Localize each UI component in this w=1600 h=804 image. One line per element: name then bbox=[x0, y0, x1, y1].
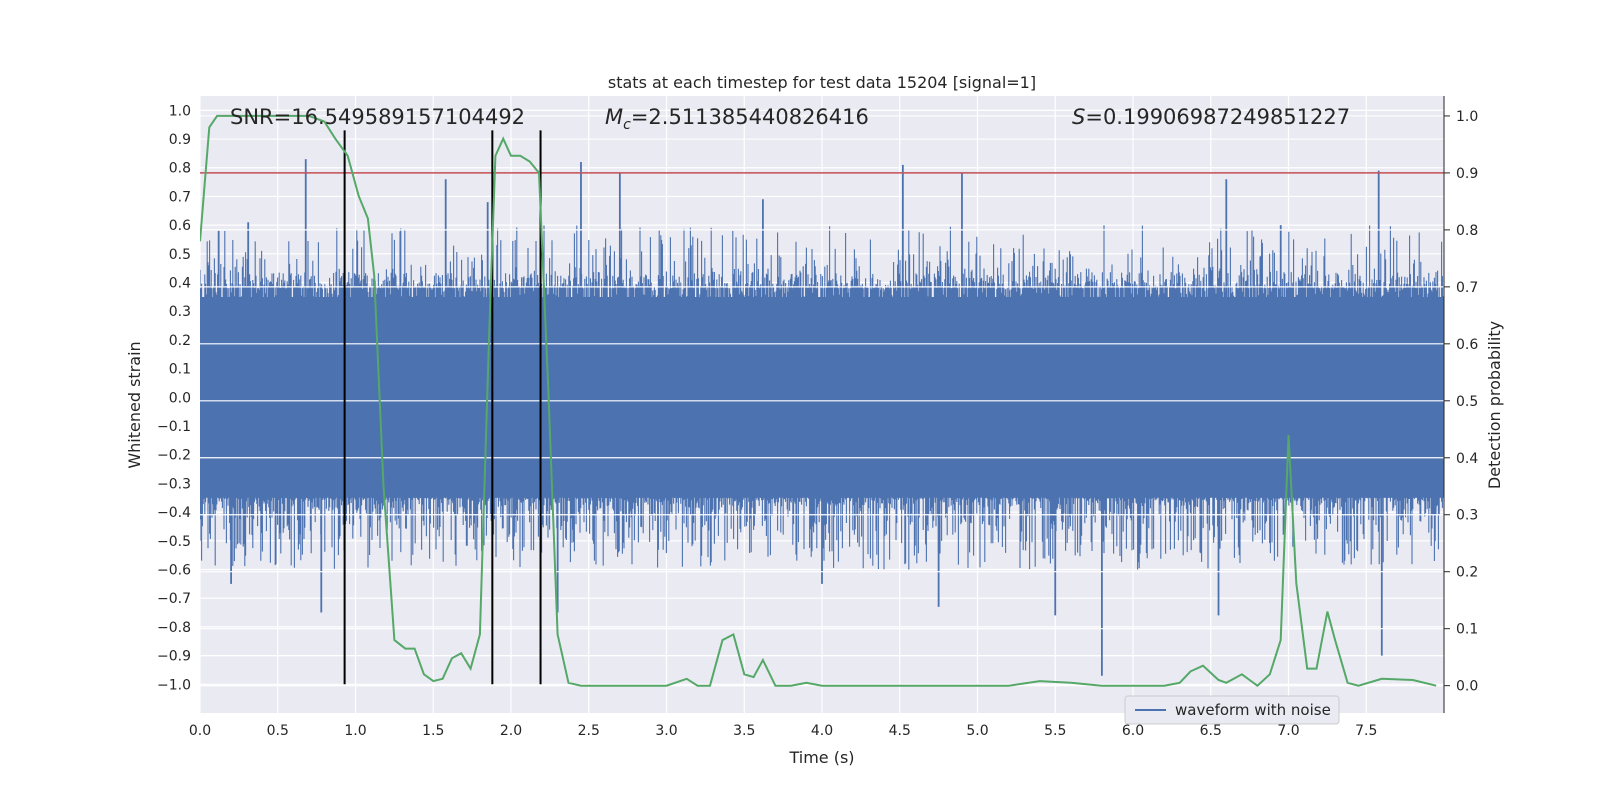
y-tick-label: −0.2 bbox=[157, 448, 191, 464]
y-tick-label: 0.2 bbox=[169, 333, 191, 349]
y2-axis-label: Detection probability bbox=[1485, 321, 1504, 489]
y-axis-label: Whitened strain bbox=[125, 341, 144, 468]
y2-tick-label: 0.1 bbox=[1456, 622, 1478, 638]
legend: waveform with noise bbox=[1124, 695, 1340, 725]
x-tick-label: 3.5 bbox=[733, 723, 755, 739]
y-tick-label: 0.3 bbox=[169, 304, 191, 320]
y-tick-label: 0.1 bbox=[169, 362, 191, 378]
snr-annotation: SNR=16.549589157104492 bbox=[230, 105, 525, 129]
y2-tick-label: 0.2 bbox=[1456, 565, 1478, 581]
y2-tick-label: 0.0 bbox=[1456, 679, 1478, 695]
x-tick-label: 7.5 bbox=[1355, 723, 1377, 739]
x-tick-label: 3.0 bbox=[655, 723, 677, 739]
x-tick-label: 0.5 bbox=[267, 723, 289, 739]
y2-tick-label: 0.7 bbox=[1456, 280, 1478, 296]
legend-box bbox=[1124, 695, 1340, 725]
y-tick-label: 0.8 bbox=[169, 161, 191, 177]
y2-tick-label: 0.6 bbox=[1456, 337, 1478, 353]
detection-probability-line bbox=[200, 114, 1437, 687]
y-tick-label: −0.5 bbox=[157, 534, 191, 550]
y2-tick-label: 0.9 bbox=[1456, 166, 1478, 182]
x-axis-label: Time (s) bbox=[788, 748, 854, 767]
y-tick-label: −0.9 bbox=[157, 649, 191, 665]
y-tick-label: 0.6 bbox=[169, 218, 191, 234]
y-tick-label: 1.0 bbox=[169, 103, 191, 119]
y2-tick-label: 0.8 bbox=[1456, 223, 1478, 239]
y2-tick-label: 0.5 bbox=[1456, 394, 1478, 410]
y-tick-label: −1.0 bbox=[157, 677, 191, 693]
reference-lines bbox=[200, 115, 1444, 687]
y-tick-label: 0.4 bbox=[169, 276, 191, 292]
x-tick-label: 6.0 bbox=[1122, 723, 1144, 739]
chart-title: stats at each timestep for test data 152… bbox=[608, 73, 1036, 92]
x-tick-label: 5.5 bbox=[1044, 723, 1066, 739]
x-tick-label: 4.5 bbox=[889, 723, 911, 739]
y-tick-label: −0.8 bbox=[157, 620, 191, 636]
s-annotation: S=0.19906987249851227 bbox=[1072, 105, 1350, 129]
y-tick-label: −0.4 bbox=[157, 505, 191, 521]
x-tick-label: 6.5 bbox=[1200, 723, 1222, 739]
y-tick-label: −0.6 bbox=[157, 563, 191, 579]
x-tick-label: 4.0 bbox=[811, 723, 833, 739]
y-tick-label: −0.1 bbox=[157, 419, 191, 435]
y2-tick-label: 0.4 bbox=[1456, 451, 1478, 467]
x-tick-label: 2.5 bbox=[578, 723, 600, 739]
x-tick-label: 5.0 bbox=[966, 723, 988, 739]
y-tick-label: 0.9 bbox=[169, 132, 191, 148]
axes: 1.0 0.9 0.8 0.7 0.6 0.5 0.4 0.3 0.2 0.1 0.0 −0.1 −0.… bbox=[157, 96, 1478, 739]
x-tick-label: 0.0 bbox=[189, 723, 211, 739]
legend-label: waveform with noise bbox=[1175, 701, 1331, 719]
chirp-mass-annotation: Mc=2.511385440826416 bbox=[605, 105, 869, 133]
y2-tick-label: 0.3 bbox=[1456, 508, 1478, 524]
x-tick-label: 7.0 bbox=[1277, 723, 1299, 739]
y-tick-label: 0.0 bbox=[169, 390, 191, 406]
y-tick-label: −0.7 bbox=[157, 591, 191, 607]
y-tick-label: 0.5 bbox=[169, 247, 191, 263]
x-tick-label: 1.5 bbox=[422, 723, 444, 739]
y-tick-label: 0.7 bbox=[169, 189, 191, 205]
y-tick-label: −0.3 bbox=[157, 476, 191, 492]
x-tick-label: 1.0 bbox=[344, 723, 366, 739]
x-tick-label: 2.0 bbox=[500, 723, 522, 739]
y2-tick-label: 1.0 bbox=[1456, 109, 1478, 125]
